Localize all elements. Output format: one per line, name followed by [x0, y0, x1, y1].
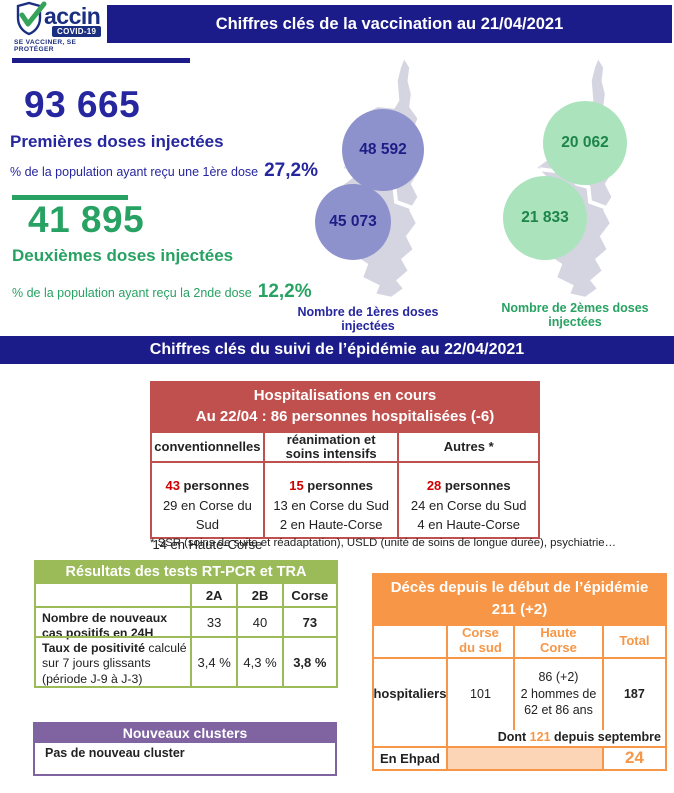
pcr-row2-2b: 4,3 %: [236, 636, 282, 686]
map-caption-second-doses: Nombre de 2èmes doses injectées: [501, 301, 649, 329]
deces-title-line2: 211 (+2): [491, 600, 548, 618]
pcr-row1-2a: 33: [189, 606, 237, 636]
pcr-row1-2b: 40: [236, 606, 282, 636]
cell-reanimation: 15 personnes 13 en Corse du Sud 2 en Hau…: [262, 461, 398, 538]
first-doses-pct-value: 27,2%: [264, 160, 318, 181]
pcr-row1-label: Nombre de nouveaux cas positifs en 24H: [36, 606, 190, 640]
pcr-row-new-cases: Nombre de nouveaux cas positifs en 24H 3…: [36, 606, 336, 640]
pcr-col-2a: 2A: [189, 582, 237, 606]
deces-row-label-hospitaliers: hospitaliers: [373, 656, 446, 730]
cell-autres: 28 personnes 24 en Corse du Sud 4 en Hau…: [397, 461, 538, 538]
second-doses-pct-line: % de la population ayant reçu la 2nde do…: [12, 281, 312, 303]
deces-data-row: hospitaliers 101 86 (+2) 2 hommes de 62 …: [373, 656, 665, 730]
pcr-title: Résultats des tests RT-PCR et TRA: [36, 562, 336, 582]
deces-since-september-text: Dont 121 depuis septembre: [445, 729, 665, 746]
shield-check-icon: [14, 1, 48, 42]
map-caption-first-doses: Nombre de 1ères doses injectées: [297, 305, 439, 333]
pcr-table: Résultats des tests RT-PCR et TRA 2A 2B …: [34, 560, 338, 688]
logo-brand-text: accin: [44, 3, 101, 29]
deces-col-haute-corse: Haute Corse: [513, 623, 602, 657]
pcr-row2-2a: 3,4 %: [189, 636, 237, 686]
first-doses-pct-label: % de la population ayant reçu une 1ère d…: [10, 165, 259, 179]
deces-since-september-row: Dont 121 depuis septembre: [374, 729, 665, 746]
deces-table: Décès depuis le début de l’épidémie 211 …: [372, 573, 667, 771]
epidemie-header-band: Chiffres clés du suivi de l’épidémie au …: [0, 336, 674, 364]
deces-col-total: Total: [601, 623, 665, 657]
hospitalisations-title-line1: Hospitalisations en cours: [253, 387, 437, 404]
deces-title-line1: Décès depuis le début de l’épidémie: [390, 579, 649, 596]
deces-col-corse-du-sud: Corse du sud: [445, 623, 514, 657]
pcr-row2-label: Taux de positivité calculé sur 7 jours g…: [36, 636, 190, 686]
logo-slogan: SE VACCINER, SE PROTÉGER: [14, 39, 77, 53]
vaccination-header-title: Chiffres clés de la vaccination au 21/04…: [215, 14, 564, 33]
vaccin-covid-logo: accin COVID-19 SE VACCINER, SE PROTÉGER: [14, 1, 114, 53]
bubble-haute-corse-first-doses: 48 592: [342, 109, 424, 191]
second-doses-pct-label: % de la population ayant reçu la 2nde do…: [12, 286, 252, 300]
pcr-column-headers: 2A 2B Corse: [36, 582, 336, 606]
deces-ehpad-row: En Ehpad 24: [374, 745, 665, 769]
deces-ehpad-filler-cell: [445, 747, 602, 769]
bubble-corse-du-sud-first-doses: 45 073: [315, 184, 391, 260]
deces-empty-header: [374, 623, 446, 657]
pcr-row-positivity: Taux de positivité calculé sur 7 jours g…: [36, 636, 336, 686]
col-header-reanimation: réanimation et soins intensifs: [262, 431, 398, 462]
hospitalisations-title-line2: Au 22/04 : 86 personnes hospitalisées (-…: [195, 407, 495, 425]
corsica-map-second-doses: 20 062 21 833: [492, 58, 668, 300]
second-doses-value: 41 895: [28, 199, 145, 240]
second-doses-pct-value: 12,2%: [257, 281, 312, 302]
hospitalisations-table: Hospitalisations en cours Au 22/04 : 86 …: [150, 381, 540, 552]
pcr-col-corse: Corse: [281, 582, 336, 606]
deces-column-headers: Corse du sud Haute Corse Total: [374, 623, 665, 657]
bubble-corse-du-sud-second-doses: 21 833: [503, 176, 587, 260]
pcr-empty-header: [36, 582, 190, 606]
second-doses-label: Deuxièmes doses injectées: [12, 246, 234, 265]
clusters-title: Nouveaux clusters: [35, 724, 335, 743]
divider-navy: [12, 58, 190, 63]
hospitalisations-title: Hospitalisations en cours Au 22/04 : 86 …: [152, 383, 538, 432]
hospitalisations-data-row: 43 personnes 29 en Corse du Sud 14 en Ha…: [152, 461, 538, 552]
covid-badge: COVID-19: [52, 26, 102, 37]
clusters-box: Nouveaux clusters Pas de nouveau cluster: [33, 722, 337, 776]
deces-cell-haute-corse: 86 (+2) 2 hommes de 62 et 86 ans: [513, 656, 602, 730]
corsica-map-first-doses: 48 592 45 073: [298, 58, 474, 300]
cell-conventionnelles: 43 personnes 29 en Corse du Sud 14 en Ha…: [152, 461, 263, 552]
hospitalisations-column-headers: conventionnelles réanimation et soins in…: [152, 431, 538, 462]
deces-title: Décès depuis le début de l’épidémie 211 …: [374, 575, 665, 624]
col-header-conventionnelles: conventionnelles: [152, 431, 263, 461]
hospitalisations-footnote: * SSR (soins de suite et réadaptation), …: [150, 537, 617, 549]
epidemie-header-title: Chiffres clés du suivi de l’épidémie au …: [149, 341, 525, 358]
pcr-col-2b: 2B: [236, 582, 282, 606]
deces-cell-total: 187: [601, 656, 665, 730]
first-doses-value: 93 665: [24, 84, 141, 125]
first-doses-pct-line: % de la population ayant reçu une 1ère d…: [10, 160, 318, 182]
first-doses-label: Premières doses injectées: [10, 132, 224, 151]
deces-cell-corse-du-sud: 101: [445, 656, 514, 730]
vaccination-header-band: Chiffres clés de la vaccination au 21/04…: [107, 5, 672, 43]
pcr-row1-corse: 73: [281, 606, 336, 636]
deces-ehpad-total: 24: [601, 747, 665, 769]
bubble-haute-corse-second-doses: 20 062: [543, 101, 627, 185]
col-header-autres: Autres *: [397, 431, 538, 462]
clusters-body: Pas de nouveau cluster: [35, 743, 335, 774]
pcr-row2-corse: 3,8 %: [281, 636, 336, 686]
divider-green: [12, 195, 128, 200]
deces-ehpad-label: En Ehpad: [379, 750, 440, 766]
